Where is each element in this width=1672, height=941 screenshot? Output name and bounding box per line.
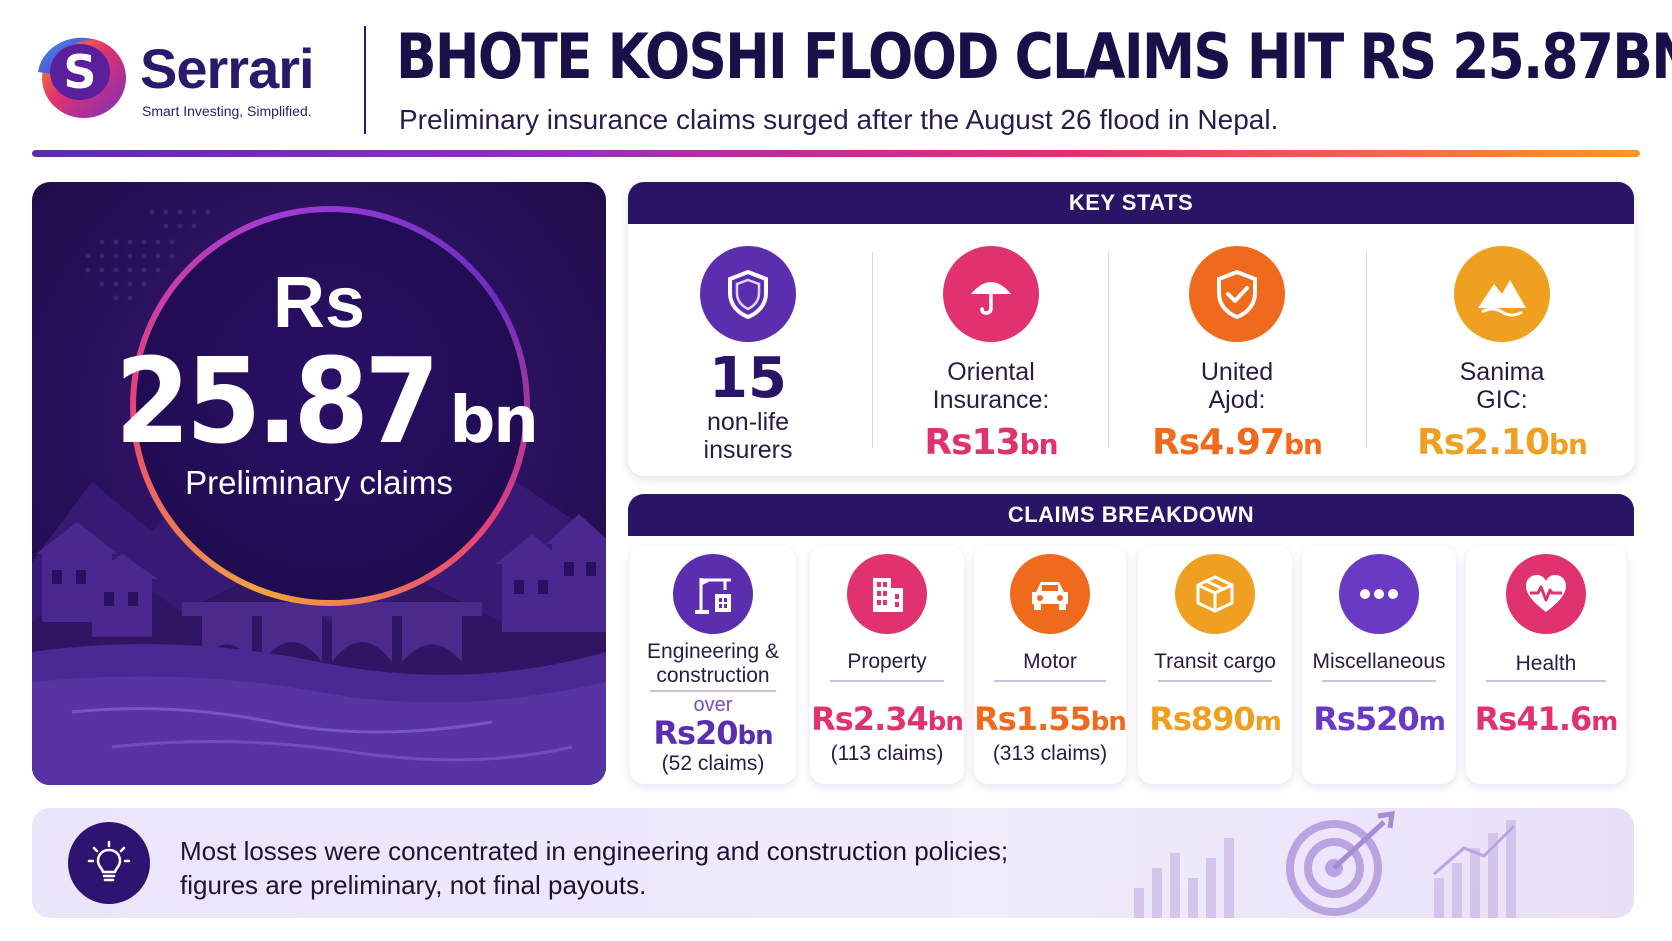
- insurer-name-line2: Ajod:: [1208, 386, 1266, 414]
- hero-ring: [130, 206, 530, 606]
- insurer-name-line2: Insurance:: [932, 386, 1050, 414]
- insurer-claim-value: Rs2.10bn: [1417, 422, 1588, 463]
- mountain-icon: [1454, 246, 1550, 342]
- shield-check-icon: [1189, 246, 1285, 342]
- insurer-name-line2: GIC:: [1476, 386, 1528, 414]
- claim-divider: [830, 680, 944, 682]
- footnote-line2: figures are preliminary, not final payou…: [180, 870, 647, 900]
- hero-currency: Rs: [272, 263, 366, 343]
- claim-count: (313 claims): [992, 742, 1108, 765]
- target-bars-icon: [1134, 811, 1516, 918]
- heart-pulse-icon: [1506, 554, 1586, 634]
- claim-value: Rs890m: [1149, 700, 1282, 738]
- claim-divider: [994, 680, 1106, 682]
- insurers-label-line1: non-life: [707, 408, 789, 436]
- stat-divider: [872, 252, 873, 448]
- svg-text:S: S: [63, 45, 96, 99]
- footnote-banner: Most losses were concentrated in enginee…: [32, 808, 1634, 918]
- claim-value: Rs520m: [1313, 700, 1446, 738]
- claim-card-property: Property Rs2.34bn (113 claims): [810, 546, 964, 784]
- key-stats-heading: KEY STATS: [628, 182, 1634, 224]
- claims-breakdown-heading: CLAIMS BREAKDOWN: [628, 494, 1634, 536]
- insurer-claim-value: Rs13bn: [924, 422, 1058, 463]
- stat-divider: [1108, 252, 1109, 448]
- claim-count: (113 claims): [830, 742, 944, 765]
- stat-divider: [1366, 252, 1367, 448]
- claim-divider: [1486, 680, 1606, 682]
- claim-value: Rs41.6m: [1474, 700, 1619, 738]
- claim-label: Miscellaneous: [1312, 650, 1446, 673]
- claim-card-miscellaneous: Miscellaneous Rs520m: [1302, 546, 1456, 784]
- claim-value: Rs1.55bn: [974, 700, 1127, 738]
- header-divider: [364, 26, 366, 134]
- insurers-label-line2: insurers: [703, 436, 793, 464]
- shield-icon: [700, 246, 796, 342]
- claim-divider: [1322, 680, 1436, 682]
- crane-icon: [673, 554, 753, 634]
- insurer-stat-oriental: Oriental Insurance: Rs13bn: [876, 224, 1106, 476]
- car-icon: [1010, 554, 1090, 634]
- dots-icon: [1339, 554, 1419, 634]
- hero-label: Preliminary claims: [185, 464, 453, 501]
- claim-value: Rs2.34bn: [811, 700, 964, 738]
- claim-count: (52 claims): [661, 752, 765, 775]
- insurer-stat-united-ajod: United Ajod: Rs4.97bn: [1112, 224, 1362, 476]
- claim-divider: [650, 690, 776, 692]
- claim-label: Motor: [1023, 650, 1077, 673]
- hero-value-number: 25.87: [115, 332, 440, 470]
- box-icon: [1175, 554, 1255, 634]
- hero-value: 25.87 bn: [32, 332, 606, 470]
- building-icon: [847, 554, 927, 634]
- claim-label-line1: Engineering &: [647, 640, 779, 663]
- serrari-logo-icon: S: [32, 26, 128, 122]
- claim-label-line2: construction: [656, 664, 770, 687]
- claim-label: Health: [1515, 652, 1577, 675]
- claim-card-motor: Motor Rs1.55bn (313 claims): [974, 546, 1127, 784]
- insurer-name-line1: Oriental: [947, 358, 1035, 386]
- claim-label: Transit cargo: [1154, 650, 1276, 673]
- claim-label: Property: [847, 650, 927, 673]
- brand-name: Serrari: [140, 37, 315, 100]
- claim-prefix: over: [693, 694, 733, 716]
- insurers-stat: 15 non-life insurers: [628, 224, 868, 476]
- key-stats-card: KEY STATS 15 non-life insurers Oriental …: [628, 182, 1634, 476]
- page-subtitle: Preliminary insurance claims surged afte…: [399, 104, 1279, 135]
- umbrella-icon: [943, 246, 1039, 342]
- hero-value-unit: bn: [449, 384, 538, 458]
- claim-card-health: Health Rs41.6m: [1466, 546, 1626, 784]
- insurer-stat-sanima: Sanima GIC: Rs2.10bn: [1370, 224, 1634, 476]
- hero-panel: Rs 25.87 bn Preliminary claims: [32, 182, 606, 785]
- lightbulb-icon: [68, 822, 150, 904]
- insurers-count: 15: [709, 346, 787, 411]
- insurer-name-line1: United: [1200, 358, 1274, 386]
- claim-card-transit-cargo: Transit cargo Rs890m: [1138, 546, 1292, 784]
- footnote-text: Most losses were concentrated in enginee…: [180, 834, 1008, 902]
- page-title: BHOTE KOSHI FLOOD CLAIMS HIT RS 25.87BN: [396, 20, 1672, 93]
- claim-value: Rs20bn: [653, 714, 773, 752]
- claim-divider: [1158, 680, 1272, 682]
- claim-card-engineering: Engineering & construction over Rs20bn (…: [630, 546, 796, 784]
- footnote-line1: Most losses were concentrated in enginee…: [180, 836, 1009, 866]
- insurer-claim-value: Rs4.97bn: [1152, 422, 1323, 463]
- header: S Serrari Smart Investing, Simplified. B…: [0, 0, 1672, 160]
- gradient-rule: [32, 150, 1640, 157]
- insurer-name-line1: Sanima: [1459, 358, 1545, 386]
- brand-tagline: Smart Investing, Simplified.: [142, 103, 312, 119]
